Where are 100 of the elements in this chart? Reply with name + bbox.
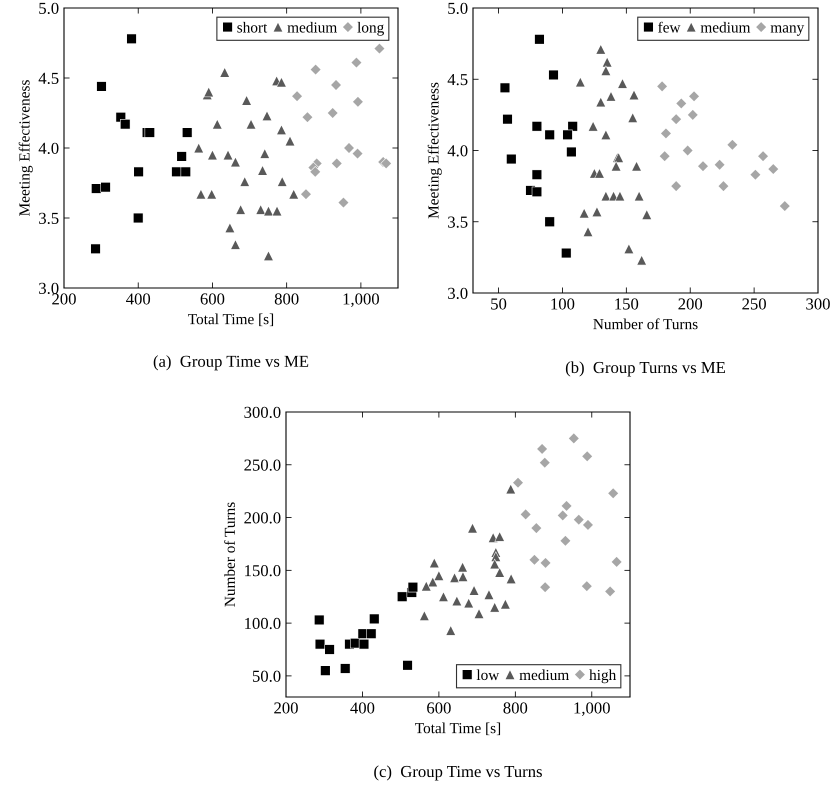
y-tick-label: 3.5 [448, 216, 468, 228]
point [561, 248, 572, 258]
x-tick-label: 200 [52, 293, 76, 305]
point [617, 78, 628, 89]
point [434, 570, 444, 581]
point [120, 119, 130, 130]
point [366, 628, 376, 639]
point [779, 200, 790, 212]
point [697, 160, 709, 172]
point [634, 190, 644, 202]
y-tick-label: 5.0 [448, 2, 468, 14]
point [408, 582, 418, 592]
point [474, 608, 484, 619]
point [562, 130, 573, 140]
legend-label: many [770, 25, 804, 36]
point [575, 76, 586, 88]
point [610, 556, 622, 568]
point [343, 142, 355, 154]
point [236, 204, 246, 215]
y-tick-label: 100.0 [245, 618, 281, 630]
point [241, 95, 252, 106]
point [180, 166, 191, 177]
point [446, 625, 456, 636]
x-axis-title: Total Time [s] [188, 314, 274, 326]
x-tick-label: 100 [551, 298, 574, 310]
point [352, 148, 364, 160]
point [100, 182, 111, 192]
point [614, 190, 626, 202]
y-tick-label: 3.0 [39, 282, 59, 294]
point [340, 663, 350, 674]
point [260, 148, 270, 159]
point [263, 250, 274, 261]
point [534, 34, 545, 44]
point [500, 598, 511, 610]
point [539, 582, 551, 593]
point [718, 180, 730, 192]
point [628, 90, 640, 100]
x-tick-label: 400 [126, 293, 150, 305]
point [606, 91, 616, 102]
point [532, 186, 542, 197]
x-tick-label: 200 [678, 298, 702, 310]
point [582, 450, 593, 462]
point [171, 166, 182, 177]
legend-label: medium [519, 669, 569, 680]
point [262, 110, 272, 121]
point [484, 589, 494, 600]
text: (a) Group Time vs ME [154, 355, 308, 370]
point [338, 196, 350, 208]
point [90, 244, 101, 254]
point [457, 562, 468, 572]
point [380, 158, 392, 170]
point [402, 660, 413, 670]
point [438, 592, 449, 602]
point [277, 176, 288, 187]
point [419, 610, 430, 621]
point [330, 79, 342, 91]
point [468, 585, 480, 596]
y-tick-label: 3.0 [448, 288, 468, 300]
point [636, 255, 647, 266]
point [397, 592, 408, 602]
point [182, 127, 192, 138]
point [660, 128, 672, 140]
point [272, 206, 282, 216]
y-tick-label: 5.0 [39, 2, 59, 14]
x-tick-label: 400 [350, 702, 374, 714]
point [579, 208, 590, 218]
point [207, 150, 218, 160]
point [352, 96, 364, 108]
point [548, 70, 559, 80]
point [610, 161, 622, 172]
point [212, 119, 222, 130]
point [530, 522, 542, 534]
point [222, 150, 234, 160]
point [573, 514, 584, 526]
point [600, 130, 612, 140]
point [687, 109, 698, 121]
point [608, 488, 619, 499]
x-tick-label: 1,000 [344, 293, 380, 307]
point [757, 150, 769, 162]
y-tick-label: 4.5 [448, 74, 468, 86]
point [544, 216, 555, 227]
point [350, 56, 362, 68]
point [327, 107, 338, 119]
point [592, 206, 602, 217]
point [374, 42, 386, 54]
point [490, 558, 500, 570]
legend-label: low [476, 669, 500, 680]
legend-label: short [237, 22, 268, 33]
legend-label: few [658, 22, 680, 33]
text: (b) Group Turns vs ME [566, 361, 726, 377]
y-tick-label: 3.5 [39, 212, 58, 224]
point [714, 159, 726, 170]
point [302, 112, 314, 123]
point [91, 183, 102, 194]
y-tick-label: 50.0 [252, 670, 281, 682]
point [602, 57, 612, 68]
legend-label: high [589, 669, 616, 684]
x-axis-title: Number of Turns [593, 318, 698, 330]
point [96, 81, 107, 92]
x-tick-label: 200 [274, 702, 298, 714]
